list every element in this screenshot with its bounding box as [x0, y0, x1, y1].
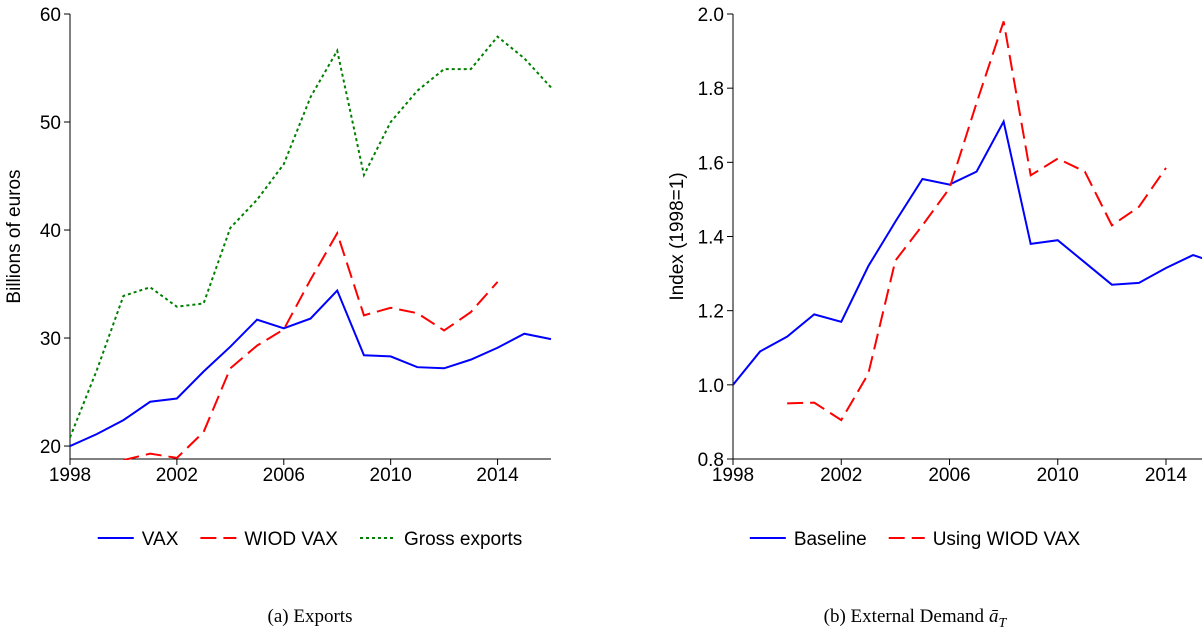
caption-text: (b) External Demand [824, 606, 985, 627]
line-series [733, 118, 1202, 386]
line-series [70, 288, 552, 447]
y-tick-label: 40 [40, 221, 61, 242]
x-tick-label: 2006 [928, 465, 970, 486]
y-tick-label: 20 [40, 437, 61, 458]
legend-label: Using WIOD VAX [933, 529, 1081, 550]
caption: (a) Exports [268, 606, 353, 627]
caption-symbol: ā [989, 606, 999, 627]
line-series [123, 230, 499, 460]
y-axis-label: Billions of euros [4, 169, 25, 303]
line-series [70, 35, 552, 438]
x-tick-label: 2014 [476, 465, 519, 486]
y-axis-label: Index (1998=1) [667, 172, 688, 300]
legend: Baseline Using WIOD VAX [749, 529, 1081, 550]
y-tick-label: 1.0 [698, 376, 724, 397]
y-tick-label: 1.2 [698, 302, 724, 323]
x-tick-label: 1998 [712, 465, 754, 486]
y-tick-label: 60 [40, 5, 61, 26]
legend-label: WIOD VAX [244, 529, 338, 550]
x-tick-label: 2010 [370, 465, 412, 486]
plot-area [70, 35, 552, 460]
x-tick-label: 2002 [820, 465, 862, 486]
x-tick-label: 1998 [49, 465, 91, 486]
legend-label: Gross exports [404, 529, 522, 550]
caption: (b) External Demand āT [824, 606, 1008, 631]
x-tick-label: 2006 [263, 465, 305, 486]
legend-label: Baseline [794, 529, 867, 550]
y-tick-label: 2.0 [698, 5, 724, 26]
y-tick-label: 30 [40, 329, 61, 350]
y-tick-label: 1.8 [698, 79, 724, 100]
plot-area [733, 21, 1202, 422]
y-tick-label: 1.6 [698, 153, 724, 174]
y-tick-label: 50 [40, 113, 61, 134]
legend-label: VAX [142, 529, 179, 550]
caption-subscript: T [999, 616, 1008, 631]
x-tick-label: 2002 [156, 465, 198, 486]
y-tick-label: 0.8 [698, 450, 724, 471]
x-tick-label: 2014 [1145, 465, 1188, 486]
line-series [787, 21, 1167, 422]
x-tick-label: 2010 [1037, 465, 1079, 486]
legend: VAX WIOD VAX Gross exports [97, 529, 522, 550]
y-tick-label: 1.4 [698, 228, 725, 249]
caption-text: (a) Exports [268, 606, 353, 627]
